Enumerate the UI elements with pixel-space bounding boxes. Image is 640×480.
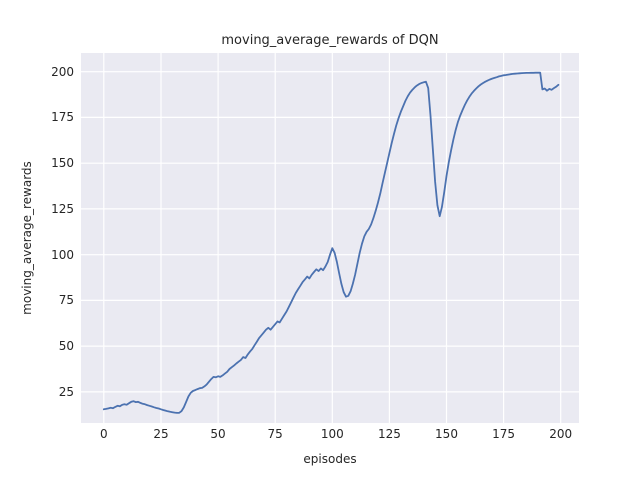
x-axis-label: episodes (303, 452, 357, 466)
x-tick-label: 0 (100, 427, 108, 441)
x-tick-label: 150 (435, 427, 458, 441)
x-tick-label: 75 (267, 427, 283, 441)
y-tick-label: 100 (51, 247, 74, 262)
line-chart-svg (81, 53, 579, 423)
y-axis-label: moving_average_rewards (20, 161, 34, 315)
y-tick-label: 25 (58, 384, 74, 399)
x-tick-label: 100 (320, 427, 344, 441)
y-tick-label: 150 (51, 156, 74, 171)
x-tick-label: 175 (492, 427, 516, 441)
dqn-reward-line (102, 71, 560, 414)
gridlines (81, 53, 579, 423)
x-tick-label: 50 (210, 427, 226, 441)
x-tick-label: 200 (549, 427, 573, 441)
y-tick-label: 125 (51, 201, 74, 216)
x-tick-label: 25 (153, 427, 169, 441)
x-tick-label: 125 (377, 427, 401, 441)
chart-title: moving_average_rewards of DQN (221, 33, 439, 48)
axes-area (81, 53, 579, 423)
y-tick-label: 75 (58, 293, 74, 308)
y-tick-label: 200 (51, 64, 74, 79)
y-tick-label: 175 (51, 110, 74, 125)
y-tick-label: 50 (58, 339, 74, 354)
